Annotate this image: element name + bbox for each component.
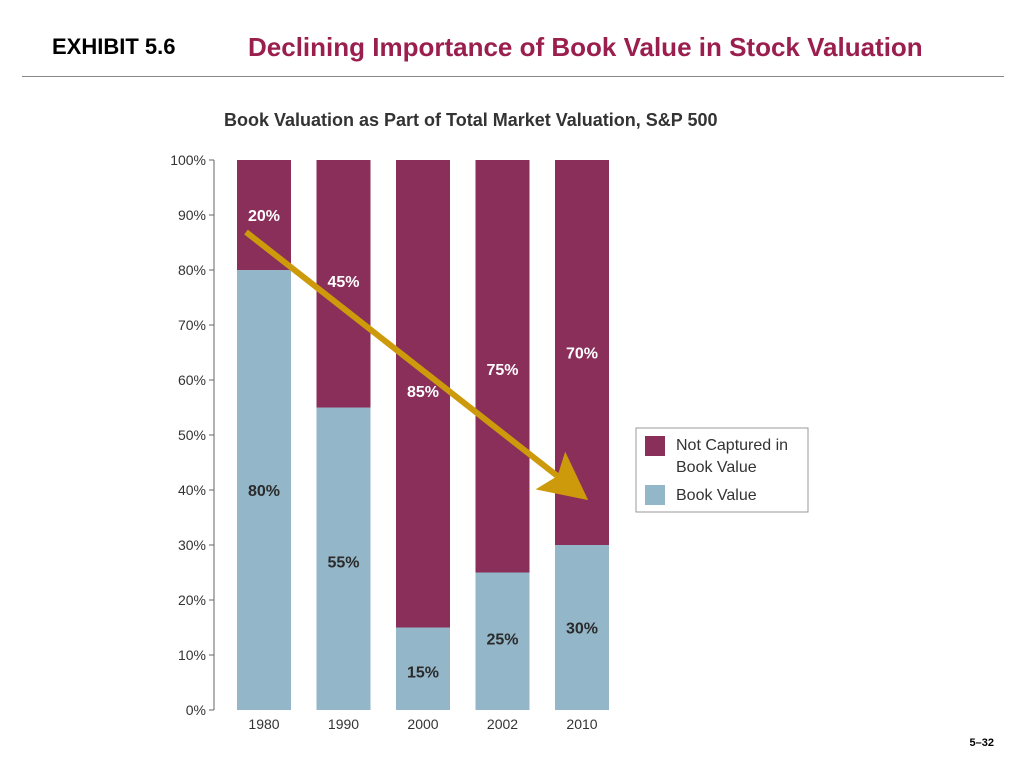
x-tick-label: 2010: [566, 716, 597, 732]
bar-not-captured-2000: [396, 160, 450, 628]
bar-not-captured-1980: [237, 160, 291, 270]
data-labels: 80% 20% 55% 45% 15% 85% 25% 75% 30% 70%: [248, 208, 598, 682]
data-label-book-value-1990: 55%: [327, 555, 359, 572]
y-tick-label: 40%: [178, 482, 206, 498]
bars: [237, 160, 609, 710]
y-tick-label: 20%: [178, 592, 206, 608]
data-label-book-value-1980: 80%: [248, 483, 280, 500]
bar-not-captured-1990: [316, 160, 371, 408]
bar-book-value-2010: [555, 545, 609, 710]
trend-arrow: [244, 229, 589, 501]
y-tick-label: 0%: [186, 702, 206, 718]
data-label-not-captured-1990: 45%: [327, 274, 359, 291]
slide-title: Declining Importance of Book Value in St…: [248, 32, 923, 62]
exhibit-label: EXHIBIT 5.6: [52, 34, 176, 59]
bar-book-value-2000: [396, 627, 450, 710]
legend-swatch-not-captured: [645, 436, 665, 456]
header-divider: [22, 76, 1004, 77]
data-label-not-captured-1980: 20%: [248, 208, 280, 225]
y-tick-label: 80%: [178, 262, 206, 278]
x-tick-label: 1980: [248, 716, 279, 732]
legend-label-line-2: Book Value: [676, 459, 757, 476]
bar-not-captured-2002: [475, 160, 530, 573]
legend: Not Captured in Book Value Book Value: [635, 427, 809, 513]
y-tick-label: 50%: [178, 427, 206, 443]
y-tick-label: 90%: [178, 207, 206, 223]
x-tick-label: 2000: [407, 716, 438, 732]
data-label-book-value-2010: 30%: [566, 621, 598, 638]
bar-book-value-1980: [237, 270, 291, 710]
y-tick-label: 10%: [178, 647, 206, 663]
data-label-not-captured-2002: 75%: [486, 362, 518, 379]
data-label-not-captured-2000: 85%: [407, 384, 439, 401]
y-tick-label: 70%: [178, 317, 206, 333]
data-label-book-value-2000: 15%: [407, 665, 439, 682]
x-axis-labels: 1980 1990 2000 2002 2010: [248, 716, 597, 732]
y-axis: 0% 10% 20% 30% 40% 50% 60% 70% 80% 90% 100%: [170, 152, 215, 718]
legend-label-book-value: Book Value: [676, 487, 757, 504]
x-tick-label: 1990: [328, 716, 359, 732]
data-label-not-captured-2010: 70%: [566, 346, 598, 363]
y-tick-label: 60%: [178, 372, 206, 388]
y-tick-label: 30%: [178, 537, 206, 553]
x-tick-label: 2002: [487, 716, 518, 732]
bar-book-value-2002: [475, 572, 530, 710]
legend-swatch-book-value: [645, 485, 665, 505]
bar-book-value-1990: [316, 407, 371, 710]
chart-title: Book Valuation as Part of Total Market V…: [224, 110, 717, 130]
y-tick-label: 100%: [170, 152, 206, 168]
page-number: 5–32: [969, 737, 994, 749]
data-label-book-value-2002: 25%: [486, 632, 518, 649]
legend-label-line-1: Not Captured in: [676, 437, 788, 454]
